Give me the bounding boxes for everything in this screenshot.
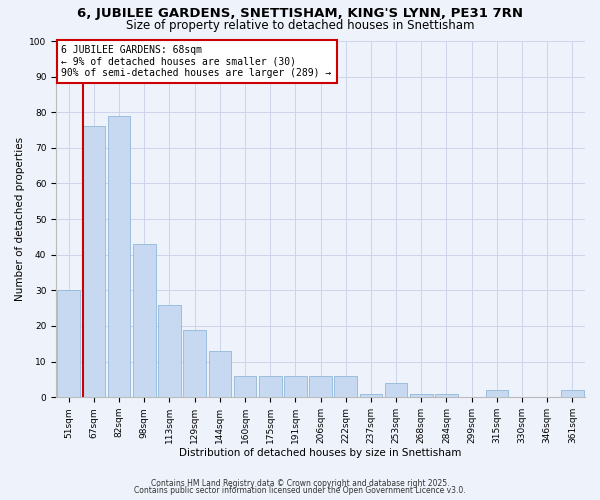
Bar xyxy=(410,394,433,397)
Bar xyxy=(83,126,105,397)
Y-axis label: Number of detached properties: Number of detached properties xyxy=(15,137,25,301)
Bar xyxy=(259,376,281,397)
Text: 6, JUBILEE GARDENS, SNETTISHAM, KING'S LYNN, PE31 7RN: 6, JUBILEE GARDENS, SNETTISHAM, KING'S L… xyxy=(77,8,523,20)
Text: 6 JUBILEE GARDENS: 68sqm
← 9% of detached houses are smaller (30)
90% of semi-de: 6 JUBILEE GARDENS: 68sqm ← 9% of detache… xyxy=(61,44,332,78)
Bar xyxy=(209,351,231,397)
Bar xyxy=(284,376,307,397)
Bar xyxy=(184,330,206,397)
Bar xyxy=(435,394,458,397)
Bar xyxy=(58,290,80,397)
Bar xyxy=(359,394,382,397)
X-axis label: Distribution of detached houses by size in Snettisham: Distribution of detached houses by size … xyxy=(179,448,462,458)
Bar xyxy=(485,390,508,397)
Bar xyxy=(233,376,256,397)
Text: Contains public sector information licensed under the Open Government Licence v3: Contains public sector information licen… xyxy=(134,486,466,495)
Text: Size of property relative to detached houses in Snettisham: Size of property relative to detached ho… xyxy=(126,18,474,32)
Text: Contains HM Land Registry data © Crown copyright and database right 2025.: Contains HM Land Registry data © Crown c… xyxy=(151,478,449,488)
Bar xyxy=(108,116,130,397)
Bar xyxy=(158,304,181,397)
Bar xyxy=(334,376,357,397)
Bar xyxy=(133,244,155,397)
Bar xyxy=(309,376,332,397)
Bar xyxy=(561,390,584,397)
Bar xyxy=(385,383,407,397)
